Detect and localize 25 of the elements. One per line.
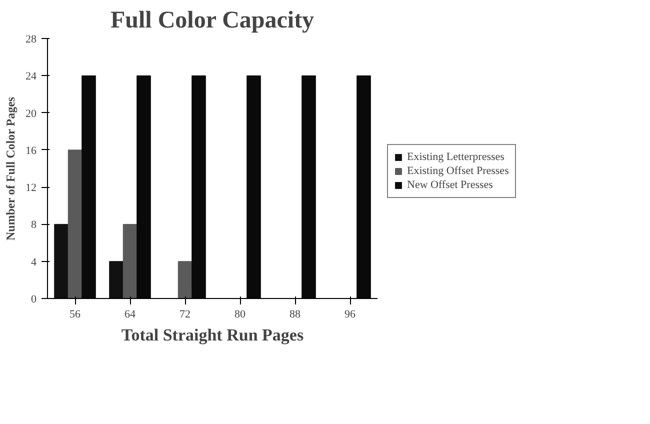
- legend-label: Existing Letterpresses: [407, 151, 504, 163]
- x-tick-label: 64: [124, 308, 136, 320]
- bar: [68, 150, 82, 298]
- bar: [54, 224, 68, 298]
- legend-label: Existing Offset Presses: [407, 165, 509, 177]
- chart-title: Full Color Capacity: [110, 8, 314, 34]
- y-axis-title: Number of Full Color Pages: [4, 96, 18, 240]
- x-tick-label: 88: [290, 308, 301, 320]
- y-tick-label: 4: [31, 256, 37, 268]
- y-tick-label: 8: [31, 219, 37, 232]
- y-tick-label: 28: [26, 34, 37, 46]
- x-axis-title: Total Straight Run Pages: [121, 326, 304, 344]
- x-tick-label: 56: [70, 308, 81, 320]
- y-tick-label: 20: [26, 108, 37, 120]
- y-tick-label: 12: [26, 182, 36, 194]
- legend-label: New Offset Presses: [407, 179, 493, 191]
- bar: [109, 261, 124, 298]
- y-tick-label: 0: [31, 294, 37, 306]
- bar: [178, 261, 192, 298]
- x-tick-label: 72: [180, 308, 190, 320]
- bar: [122, 224, 138, 298]
- y-tick-label: 16: [26, 144, 37, 157]
- y-tick-label: 24: [26, 70, 37, 83]
- x-tick-label: 96: [344, 308, 356, 320]
- x-tick-label: 80: [234, 308, 246, 320]
